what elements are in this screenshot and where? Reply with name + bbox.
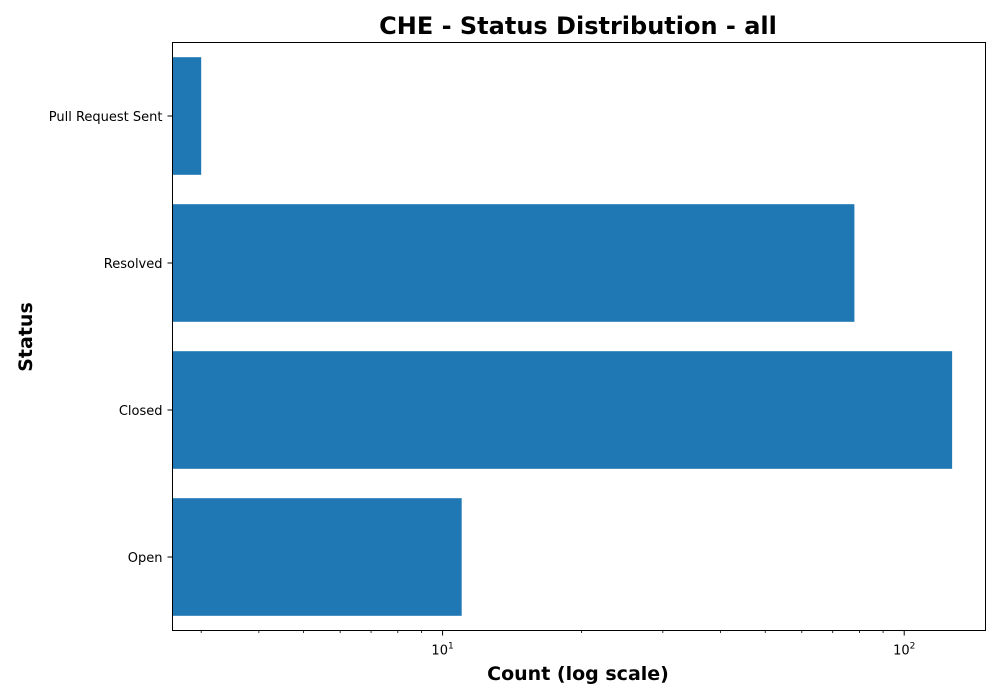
bar-resolved xyxy=(172,204,855,322)
bar-pull-request-sent xyxy=(172,57,202,175)
y-tick-label: Resolved xyxy=(104,257,163,272)
x-tick-label: 102 xyxy=(893,642,915,659)
bar-group xyxy=(172,57,953,616)
bar-open xyxy=(172,498,462,616)
y-tick-label: Closed xyxy=(119,404,163,419)
plot-frame xyxy=(172,42,986,631)
y-axis-label: Status xyxy=(15,302,37,372)
y-axis-ticks: Open Closed Resolved Pull Request Sent xyxy=(49,110,173,566)
y-tick-label: Pull Request Sent xyxy=(49,110,163,125)
chart-title: CHE - Status Distribution - all xyxy=(379,12,777,40)
x-tick-label: 101 xyxy=(431,642,453,659)
y-tick-label: Open xyxy=(128,551,163,566)
x-axis-ticks: 101 102 xyxy=(200,630,915,659)
x-axis-label: Count (log scale) xyxy=(487,663,669,685)
bar-closed xyxy=(172,351,953,469)
